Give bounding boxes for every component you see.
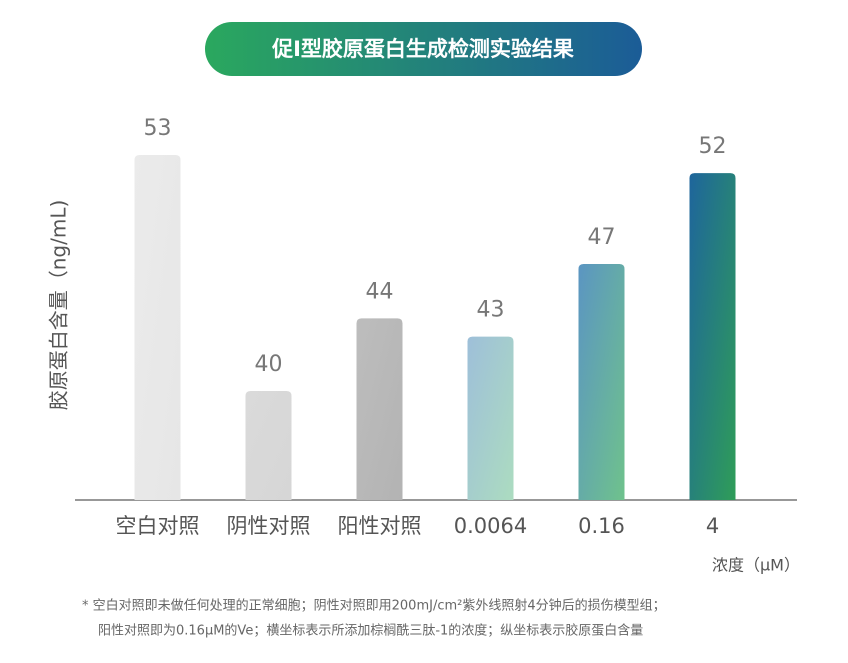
bar xyxy=(689,173,736,500)
x-tick-label: 空白对照 xyxy=(116,514,200,538)
footnote: * 空白对照即未做任何处理的正常细胞；阴性对照即用200mJ/cm²紫外线照射4… xyxy=(82,598,666,614)
value-label: 43 xyxy=(477,298,505,323)
value-label: 52 xyxy=(699,134,727,159)
x-tick-label: 0.16 xyxy=(578,514,625,538)
bar xyxy=(245,391,292,500)
value-label: 40 xyxy=(255,352,283,377)
bar xyxy=(467,336,514,500)
x-tick-label: 4 xyxy=(706,514,719,538)
footnote: 阳性对照即为0.16μM的Ve；横坐标表示所添加棕榈酰三肽-1的浓度；纵坐标表示… xyxy=(98,623,643,639)
title-pill xyxy=(205,22,642,76)
bar xyxy=(578,263,625,500)
value-label: 47 xyxy=(588,225,616,250)
value-label: 53 xyxy=(144,116,172,141)
y-axis-label: 胶原蛋白含量（ng/mL) xyxy=(47,200,71,411)
x-tick-label: 阳性对照 xyxy=(338,514,422,538)
bar xyxy=(134,155,181,500)
x-tick-label: 0.0064 xyxy=(454,514,527,538)
x-axis-label: 浓度（μM） xyxy=(712,556,800,575)
x-tick-label: 阴性对照 xyxy=(227,514,311,538)
bar xyxy=(356,318,403,500)
value-label: 44 xyxy=(366,279,394,304)
chart-title: 促I型胶原蛋白生成检测实验结果 xyxy=(271,37,574,61)
